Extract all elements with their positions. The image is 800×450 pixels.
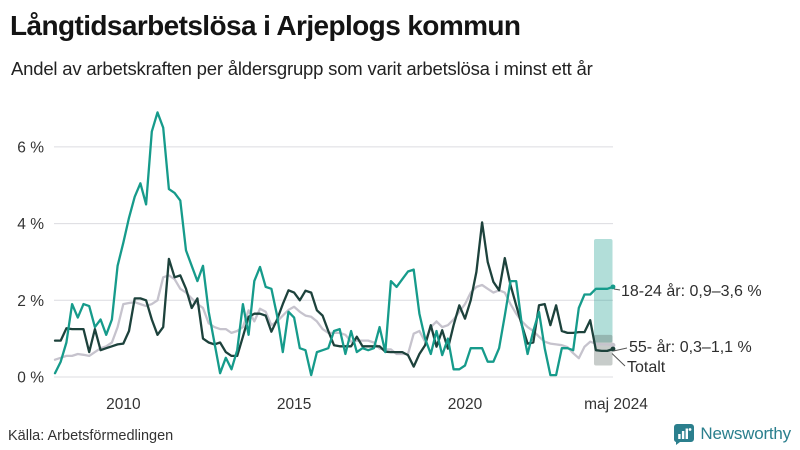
series-endpoint-18-24 — [610, 284, 616, 290]
leader-line-totalt — [611, 353, 626, 367]
source-note: Källa: Arbetsförmedlingen — [8, 428, 174, 444]
x-axis-tick-label: 2015 — [277, 396, 311, 413]
brand-name: Newsworthy — [700, 424, 791, 443]
y-axis-tick-label: 2 % — [17, 293, 44, 310]
page-title: Långtidsarbetslösa i Arjeplogs kommun — [10, 10, 521, 41]
range-band-18-24-r — [594, 238, 613, 343]
series-endpoint-totalt — [610, 342, 616, 348]
series-line-18-24 — [53, 111, 615, 377]
leader-line-18-24 — [613, 288, 621, 291]
y-axis-tick-label: 0 % — [17, 370, 44, 387]
newsworthy-bar-chart-bubble-icon — [674, 424, 695, 445]
newsworthy-logo: Newsworthy — [673, 422, 791, 446]
y-axis-tick-label: 4 % — [17, 216, 44, 233]
annotation-18-24: 18-24 år: 0,9–3,6 % — [621, 283, 762, 300]
x-axis-tick-label: 2010 — [106, 396, 141, 413]
annotation-55: 55- år: 0,3–1,1 % — [629, 339, 752, 356]
x-axis-tick-label: maj 2024 — [584, 396, 648, 413]
y-axis-tick-label: 6 % — [17, 139, 44, 156]
leader-line-55 — [613, 347, 628, 352]
annotation-totalt: Totalt — [627, 359, 666, 376]
series-endpoint-55 — [610, 346, 616, 352]
page-subtitle: Andel av arbetskraften per åldersgrupp s… — [11, 58, 593, 79]
x-axis-tick-label: 2020 — [448, 396, 483, 413]
